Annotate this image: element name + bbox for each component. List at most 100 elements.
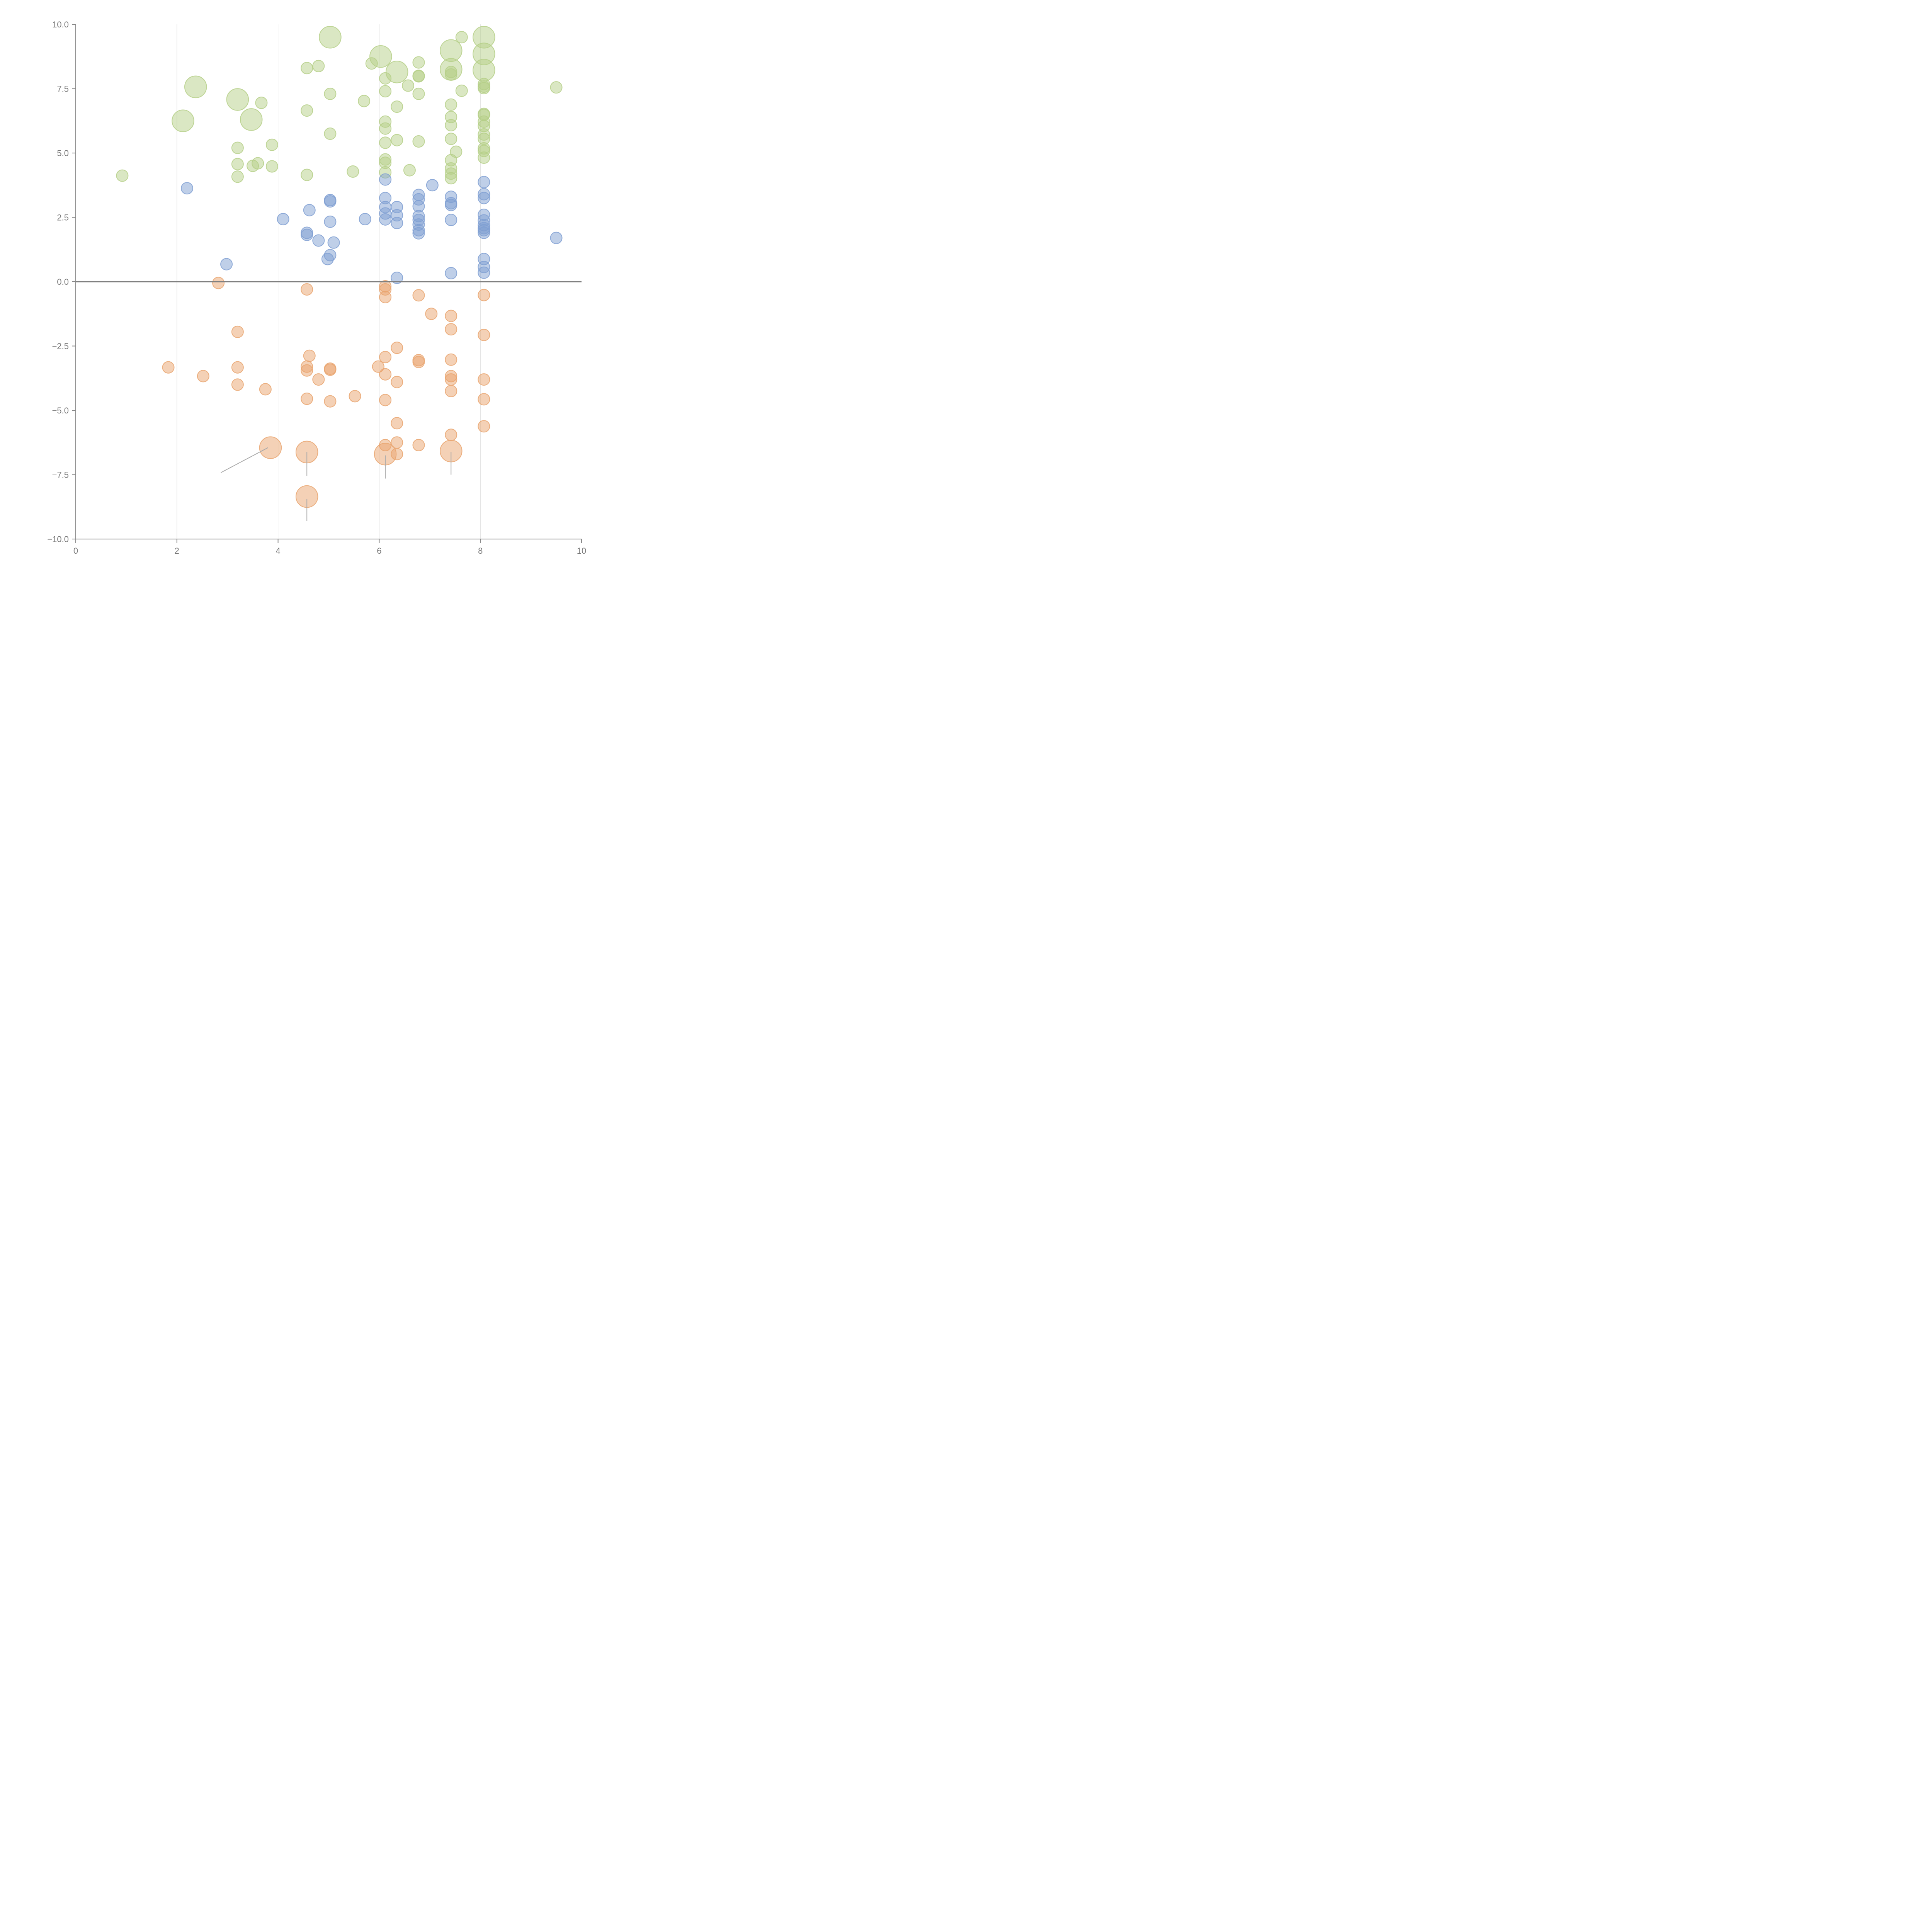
bubble-point-positive-high <box>319 26 342 49</box>
bubble-point-positive-high <box>412 56 425 69</box>
bubble-point-negative <box>478 289 490 301</box>
y-tick-label: 5.0 <box>57 148 69 158</box>
axes: 10.0 7.5 5.0 2.5 0.0 −2.5 −5.0 −7.5 −10.0 0 2 4 6 8 10 <box>47 20 586 556</box>
bubble-point-positive-high <box>312 60 325 72</box>
bubble-point-positive-high <box>412 135 425 148</box>
y-tick-label: −10.0 <box>47 534 69 544</box>
x-tick-label: 4 <box>276 546 280 556</box>
bubble-point-negative <box>324 363 337 376</box>
bubble-point-negative <box>445 385 457 398</box>
y-tick-label: −2.5 <box>52 342 69 351</box>
bubble-point-positive-low <box>379 173 392 186</box>
bubble-point-negative <box>212 277 225 289</box>
bubble-point-negative <box>391 376 403 388</box>
bubble-point-negative <box>379 351 392 364</box>
bubble-point-positive-high <box>402 79 415 92</box>
bubble-point-negative <box>445 373 457 386</box>
bubble-point-positive-low <box>324 195 337 208</box>
bubble-point-negative <box>412 289 425 302</box>
bubble-point-positive-high <box>358 95 371 107</box>
bubble-point-negative <box>231 378 244 391</box>
bubble-point-negative <box>162 361 175 374</box>
bubble-point-positive-low <box>312 234 325 247</box>
leader-lines <box>221 447 452 521</box>
bubble-point-negative <box>391 342 403 354</box>
bubble-point-positive-high <box>184 75 207 99</box>
bubble-point-negative <box>324 395 337 408</box>
bubble-point-negative <box>372 360 384 373</box>
bubble-point-negative <box>391 436 403 449</box>
bubble-point-positive-low <box>180 182 193 195</box>
x-tick-label: 6 <box>377 546 381 556</box>
bubble-point-positive-low <box>478 266 490 279</box>
bubble-point-positive-high <box>231 170 244 183</box>
bubble-point-positive-low <box>478 226 490 239</box>
bubble-point-positive-low <box>379 213 392 226</box>
bubble-point-negative <box>445 353 457 366</box>
bubble-point-negative <box>379 394 392 406</box>
bubble-point-negative <box>391 448 403 461</box>
bubble-point-positive-low <box>478 176 490 189</box>
bubble-point-negative <box>478 393 490 406</box>
bubble-point-negative <box>445 323 457 336</box>
bubble-point-positive-high <box>265 138 278 151</box>
bubble-point-positive-low <box>324 249 337 262</box>
bubble-point-positive-high <box>226 88 249 111</box>
bubble-point-negative <box>231 325 244 338</box>
bubble-point-positive-high <box>379 136 392 149</box>
x-tick-label: 0 <box>73 546 78 556</box>
bubble-point-negative <box>349 390 361 403</box>
bubble-point-negative <box>197 370 209 383</box>
bubble-point-positive-low <box>277 213 289 226</box>
bubble-point-negative <box>445 429 457 441</box>
bubble-point-positive-high <box>231 158 244 170</box>
bubble-point-positive-low <box>426 179 439 192</box>
y-tick-label: 7.5 <box>57 84 69 94</box>
bubble-point-positive-high <box>301 168 313 181</box>
y-tick-label: −7.5 <box>52 470 69 480</box>
x-tick-label: 2 <box>175 546 179 556</box>
bubble-point-positive-low <box>391 217 403 230</box>
bubble-point-negative <box>478 373 490 386</box>
bubbles <box>116 26 563 508</box>
bubble-point-positive-high <box>301 62 313 75</box>
bubble-point-positive-high <box>231 141 244 154</box>
bubble-point-positive-high <box>478 82 490 95</box>
bubble-chart: 10.0 7.5 5.0 2.5 0.0 −2.5 −5.0 −7.5 −10.0 0 2 4 6 8 10 <box>47 20 586 556</box>
bubble-point-positive-low <box>445 214 457 226</box>
x-tick-label: 8 <box>478 546 483 556</box>
bubble-point-positive-high <box>445 68 457 81</box>
bubble-point-positive-high <box>455 84 468 97</box>
bubble-point-negative <box>259 436 282 459</box>
bubble-point-negative <box>301 364 313 377</box>
bubble-point-positive-high <box>473 59 495 82</box>
bubble-point-positive-low <box>445 267 457 280</box>
bubble-point-positive-low <box>550 231 563 244</box>
bubble-point-positive-high <box>391 100 403 113</box>
bubble-point-positive-low <box>359 213 371 226</box>
bubble-point-positive-low <box>220 258 233 270</box>
y-tick-label: 2.5 <box>57 213 69 223</box>
bubble-point-positive-high <box>455 31 468 44</box>
bubble-point-positive-high <box>550 81 563 94</box>
bubble-point-negative <box>478 420 490 433</box>
bubble-point-negative <box>301 393 313 405</box>
bubble-point-positive-high <box>445 133 457 145</box>
bubble-point-negative <box>478 328 490 341</box>
bubble-point-positive-low <box>478 192 490 204</box>
bubble-point-positive-high <box>412 87 425 100</box>
bubble-point-negative <box>379 368 392 381</box>
bubble-point-positive-high <box>445 119 457 132</box>
bubble-point-positive-low <box>412 227 425 240</box>
bubble-point-positive-high <box>445 98 457 111</box>
bubble-point-positive-high <box>265 160 278 173</box>
bubble-point-positive-high <box>379 85 392 98</box>
bubble-point-positive-high <box>391 134 403 146</box>
bubble-point-positive-high <box>255 97 268 109</box>
bubble-point-positive-low <box>324 215 337 228</box>
bubble-point-negative <box>379 291 392 303</box>
bubble-point-negative <box>412 355 425 368</box>
bubble-point-negative <box>412 439 425 451</box>
bubble-point-positive-high <box>385 60 408 83</box>
bubble-point-negative <box>259 383 272 396</box>
